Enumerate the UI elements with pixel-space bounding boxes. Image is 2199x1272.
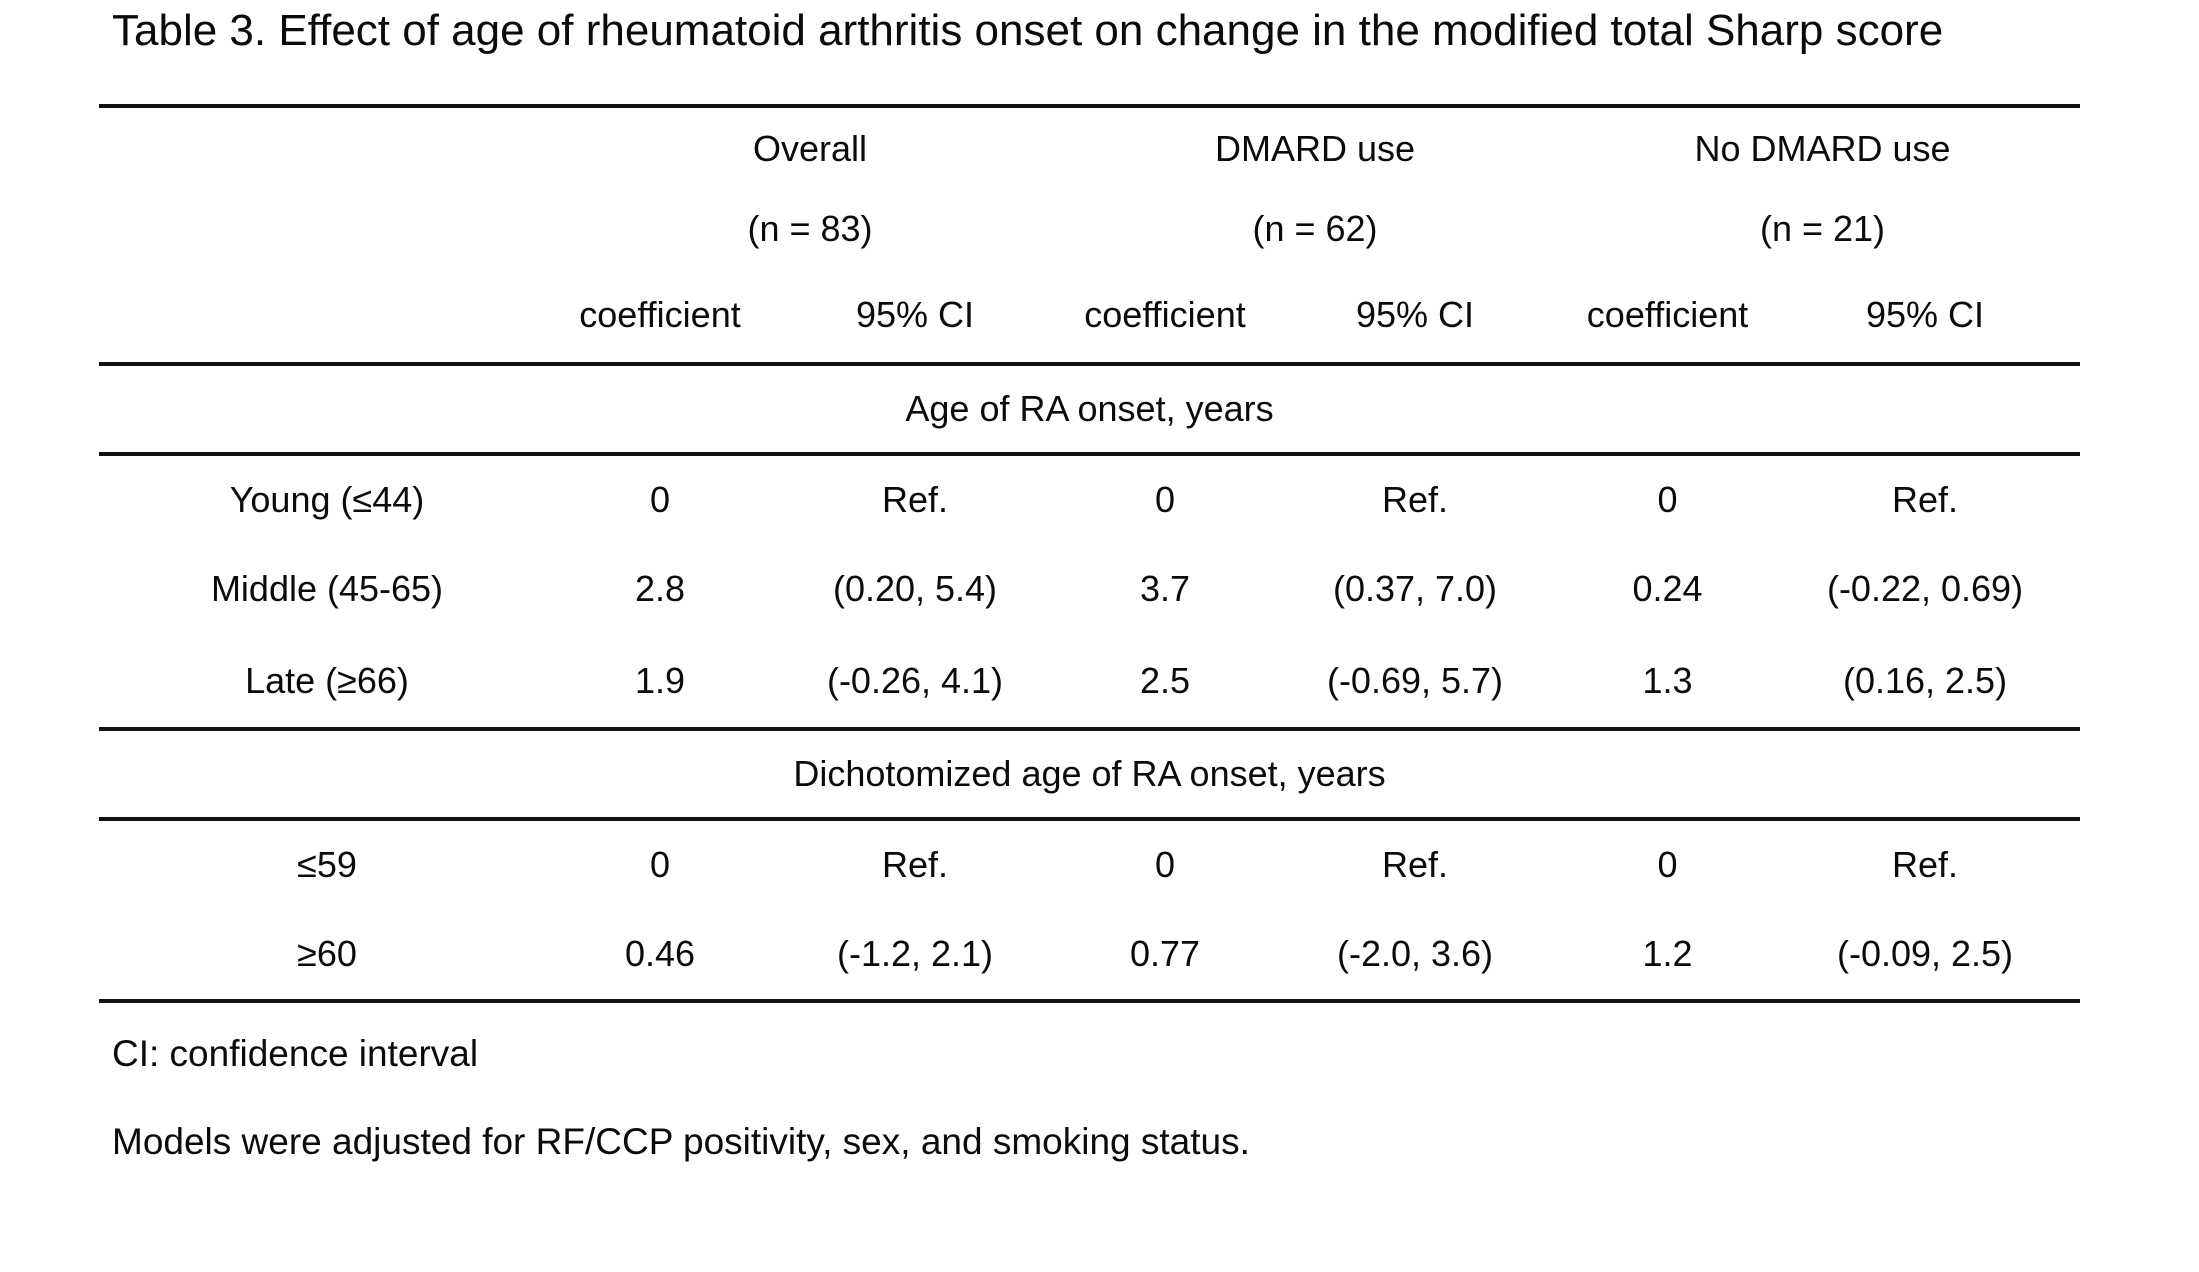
- cell-coef: 0: [1657, 844, 1678, 885]
- cell-coef: 3.7: [1139, 568, 1191, 609]
- cell-ci: Ref.: [1381, 844, 1449, 885]
- cell-coef: 0: [1154, 479, 1176, 520]
- subheader-ci-3: 95% CI: [1770, 268, 2081, 366]
- cell-ci: Ref.: [1381, 479, 1449, 520]
- cell-coef: 0.46: [624, 933, 696, 974]
- group-header-row: Overall DMARD use No DMARD use: [99, 106, 2080, 190]
- sample-size-row: (n = 83) (n = 62) (n = 21): [99, 190, 2080, 268]
- cell-ci: (-2.0, 3.6): [1336, 933, 1494, 974]
- cell-ci: Ref.: [881, 479, 949, 520]
- n-no-dmard: (n = 21): [1759, 208, 1886, 249]
- empty-cell: [99, 190, 555, 268]
- row-label-late: Late (≥66): [99, 634, 555, 731]
- cell-coef: 1.2: [1642, 933, 1693, 974]
- n-overall: (n = 83): [747, 208, 873, 249]
- footnote-ci-definition: CI: confidence interval: [112, 1033, 479, 1074]
- empty-cell: [99, 268, 555, 366]
- cell-ci: Ref.: [1892, 479, 1959, 520]
- table-row: ≥60 0.46 (-1.2, 2.1) 0.77 (-2.0, 3.6) 1.…: [99, 909, 2080, 1001]
- cell-ci: (0.37, 7.0): [1332, 568, 1498, 609]
- cell-ci: Ref.: [1892, 844, 1959, 885]
- results-table: Overall DMARD use No DMARD use (n = 83) …: [99, 104, 2081, 1003]
- table-row: Young (≤44) 0 Ref. 0 Ref. 0 Ref.: [99, 454, 2080, 544]
- cell-coef: 1.9: [555, 634, 765, 731]
- subheader-row: coefficient 95% CI coefficient 95% CI co…: [99, 268, 2081, 366]
- cell-coef: 0.77: [1129, 933, 1201, 974]
- empty-corner-cell: [99, 106, 555, 190]
- section-header-row: Age of RA onset, years: [99, 364, 2081, 456]
- group-header-overall: Overall: [752, 128, 868, 169]
- section-header-row: Dichotomized age of RA onset, years: [99, 729, 2081, 821]
- cell-coef: 0: [1657, 479, 1678, 520]
- subheader-ci-1: 95% CI: [765, 268, 1065, 366]
- cell-coef: 2.5: [1065, 634, 1265, 731]
- subheader-coefficient-3: coefficient: [1565, 268, 1771, 366]
- table-row: Late (≥66) 1.9 (-0.26, 4.1) 2.5 (-0.69, …: [99, 634, 2081, 731]
- cell-ci: (-0.26, 4.1): [765, 634, 1065, 731]
- footnote-model-adjustment: Models were adjusted for RF/CCP positivi…: [112, 1121, 1250, 1162]
- cell-coef: 2.8: [634, 568, 686, 609]
- subheader-coefficient-2: coefficient: [1065, 268, 1265, 366]
- cell-ci: (-1.2, 2.1): [836, 933, 994, 974]
- row-label-le59: ≤59: [297, 844, 357, 885]
- n-dmard: (n = 62): [1252, 208, 1378, 249]
- cell-ci: (0.20, 5.4): [832, 568, 998, 609]
- table-row: ≤59 0 Ref. 0 Ref. 0 Ref.: [99, 819, 2080, 909]
- row-label-ge60: ≥60: [297, 933, 357, 974]
- group-header-no-dmard: No DMARD use: [1694, 128, 1951, 169]
- cell-ci: (0.16, 2.5): [1770, 634, 2081, 731]
- cell-coef: 1.3: [1565, 634, 1771, 731]
- section-header-age-of-ra-onset: Age of RA onset, years: [99, 364, 2081, 456]
- cell-coef: 0: [649, 479, 671, 520]
- row-label-young: Young (≤44): [229, 479, 425, 520]
- table-row: Middle (45-65) 2.8 (0.20, 5.4) 3.7 (0.37…: [99, 544, 2080, 634]
- row-label-middle: Middle (45-65): [210, 568, 444, 609]
- table-caption: Table 3. Effect of age of rheumatoid art…: [112, 6, 1944, 55]
- cell-ci: (-0.69, 5.7): [1265, 634, 1566, 731]
- cell-ci: (-0.22, 0.69): [1826, 568, 2024, 609]
- cell-coef: 0: [1154, 844, 1176, 885]
- section-header-dichotomized-age: Dichotomized age of RA onset, years: [99, 729, 2081, 821]
- group-header-dmard: DMARD use: [1214, 128, 1416, 169]
- cell-ci: Ref.: [881, 844, 949, 885]
- cell-ci: (-0.09, 2.5): [1836, 933, 2014, 974]
- cell-coef: 0: [649, 844, 671, 885]
- subheader-coefficient-1: coefficient: [555, 268, 765, 366]
- subheader-ci-2: 95% CI: [1265, 268, 1566, 366]
- cell-coef: 0.24: [1632, 568, 1703, 609]
